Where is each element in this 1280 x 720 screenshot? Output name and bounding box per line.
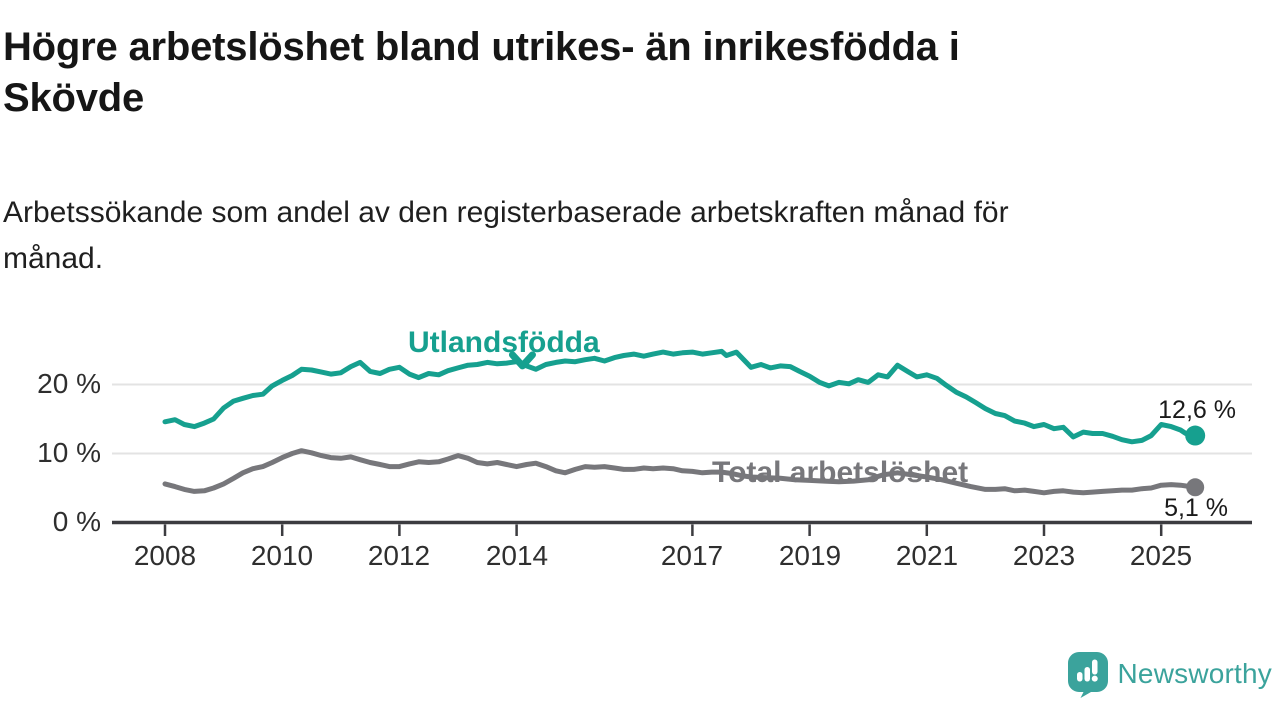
newsworthy-logo[interactable]: Newsworthy (1067, 650, 1272, 698)
y-axis-label-10: 10 % (37, 437, 101, 468)
series-line-0 (162, 348, 1198, 445)
series-label-total-arbetsloshet: Total arbetslöshet (712, 456, 969, 489)
series-end-dot-1 (1186, 478, 1205, 497)
page-title: Högre arbetslöshet bland utrikes- än inr… (3, 22, 1223, 124)
arrow-down-icon (508, 351, 536, 370)
chart-subtitle-line-1: Arbetssökande som andel av den registerb… (3, 196, 1009, 229)
x-axis-label-2017: 2017 (660, 540, 724, 571)
series-line-1 (162, 448, 1198, 496)
chart-speech-bubble-icon (1067, 651, 1108, 698)
newsworthy-logo-text: Newsworthy (1117, 658, 1272, 689)
chart-subtitle-line-2: månad. (3, 242, 104, 275)
series-end-dot-0 (1185, 425, 1206, 446)
x-axis-label-2023: 2023 (1012, 540, 1076, 571)
y-axis-label-20: 20 % (37, 368, 101, 399)
x-axis-label-2012: 2012 (367, 540, 431, 571)
end-value-utlandsfodda: 12,6 % (1158, 396, 1236, 424)
page-title-line-1: Högre arbetslöshet bland utrikes- än inr… (3, 25, 960, 69)
page-title-line-2: Skövde (3, 76, 145, 120)
x-axis-label-2025: 2025 (1129, 540, 1193, 571)
chart-subtitle: Arbetssökande som andel av den registerb… (3, 190, 1223, 282)
x-axis-label-2014: 2014 (485, 540, 549, 571)
y-axis-label-0: 0 % (52, 506, 101, 537)
x-axis-label-2021: 2021 (895, 540, 959, 571)
x-axis-label-2010: 2010 (250, 540, 314, 571)
end-value-total-arbetsloshet: 5,1 % (1164, 494, 1228, 522)
x-axis-label-2019: 2019 (778, 540, 842, 571)
series-label-utlandsfodda: Utlandsfödda (408, 326, 600, 359)
x-axis-label-2008: 2008 (133, 540, 197, 571)
